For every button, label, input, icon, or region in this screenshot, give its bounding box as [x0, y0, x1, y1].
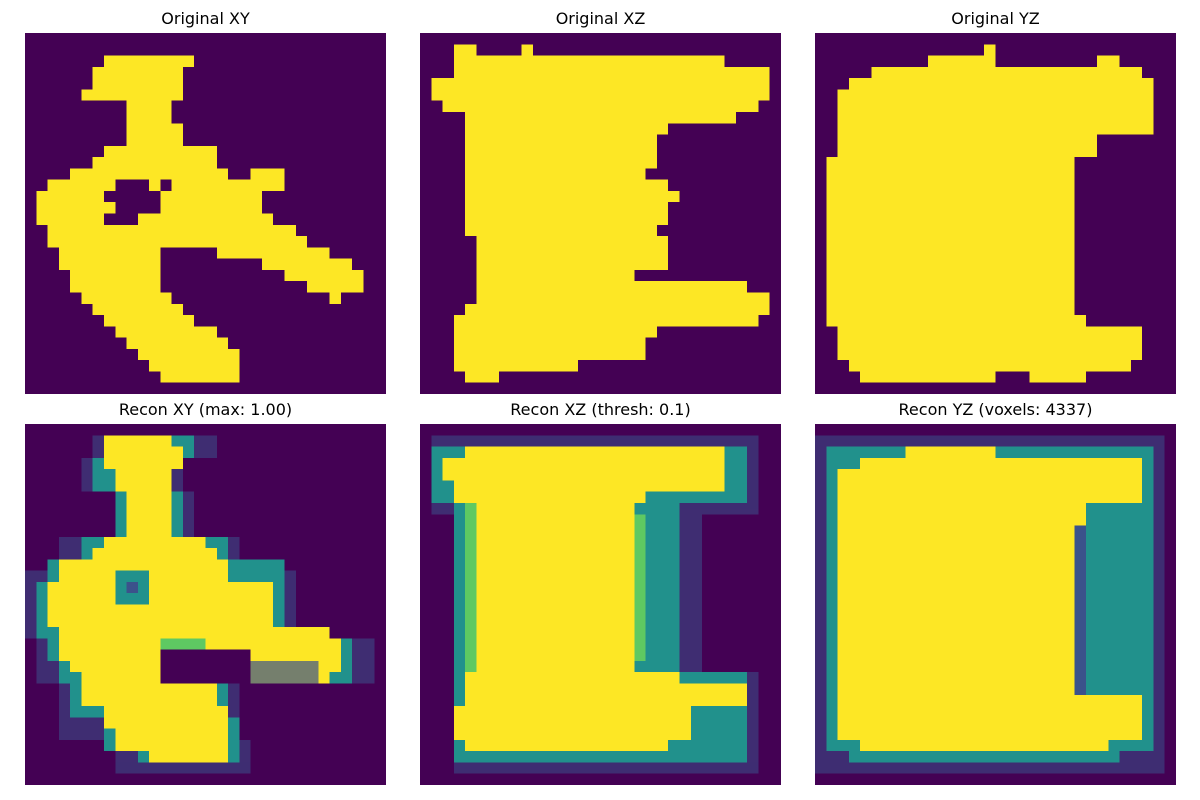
panel-title: Recon XZ (thresh: 0.1)	[510, 400, 691, 419]
mask-cells	[36, 55, 364, 383]
core-cells	[442, 446, 748, 752]
panel-title: Recon YZ (voxels: 4337)	[898, 400, 1093, 419]
mask-holes	[1074, 157, 1086, 316]
panel-title: Original XY	[161, 9, 250, 28]
hole-cells	[115, 570, 319, 684]
heatmap-original-xy	[25, 33, 386, 394]
heatmap-recon-yz	[815, 424, 1176, 785]
heatmap-recon-xz	[420, 424, 781, 785]
mask-holes	[453, 168, 680, 282]
mask-holes	[103, 179, 308, 293]
panel-title: Original XZ	[555, 9, 646, 28]
panel-title: Recon XY (max: 1.00)	[118, 400, 293, 419]
mask-cells	[826, 44, 1154, 383]
inner-gap	[1074, 525, 1086, 695]
panel-title: Original YZ	[951, 9, 1040, 28]
core-cells	[837, 446, 1143, 752]
edge-detail	[465, 502, 646, 673]
heatmap-original-yz	[815, 33, 1176, 394]
heatmap-original-xz	[420, 33, 781, 394]
heatmap-recon-xy	[25, 424, 386, 785]
mask-cells	[431, 44, 770, 383]
